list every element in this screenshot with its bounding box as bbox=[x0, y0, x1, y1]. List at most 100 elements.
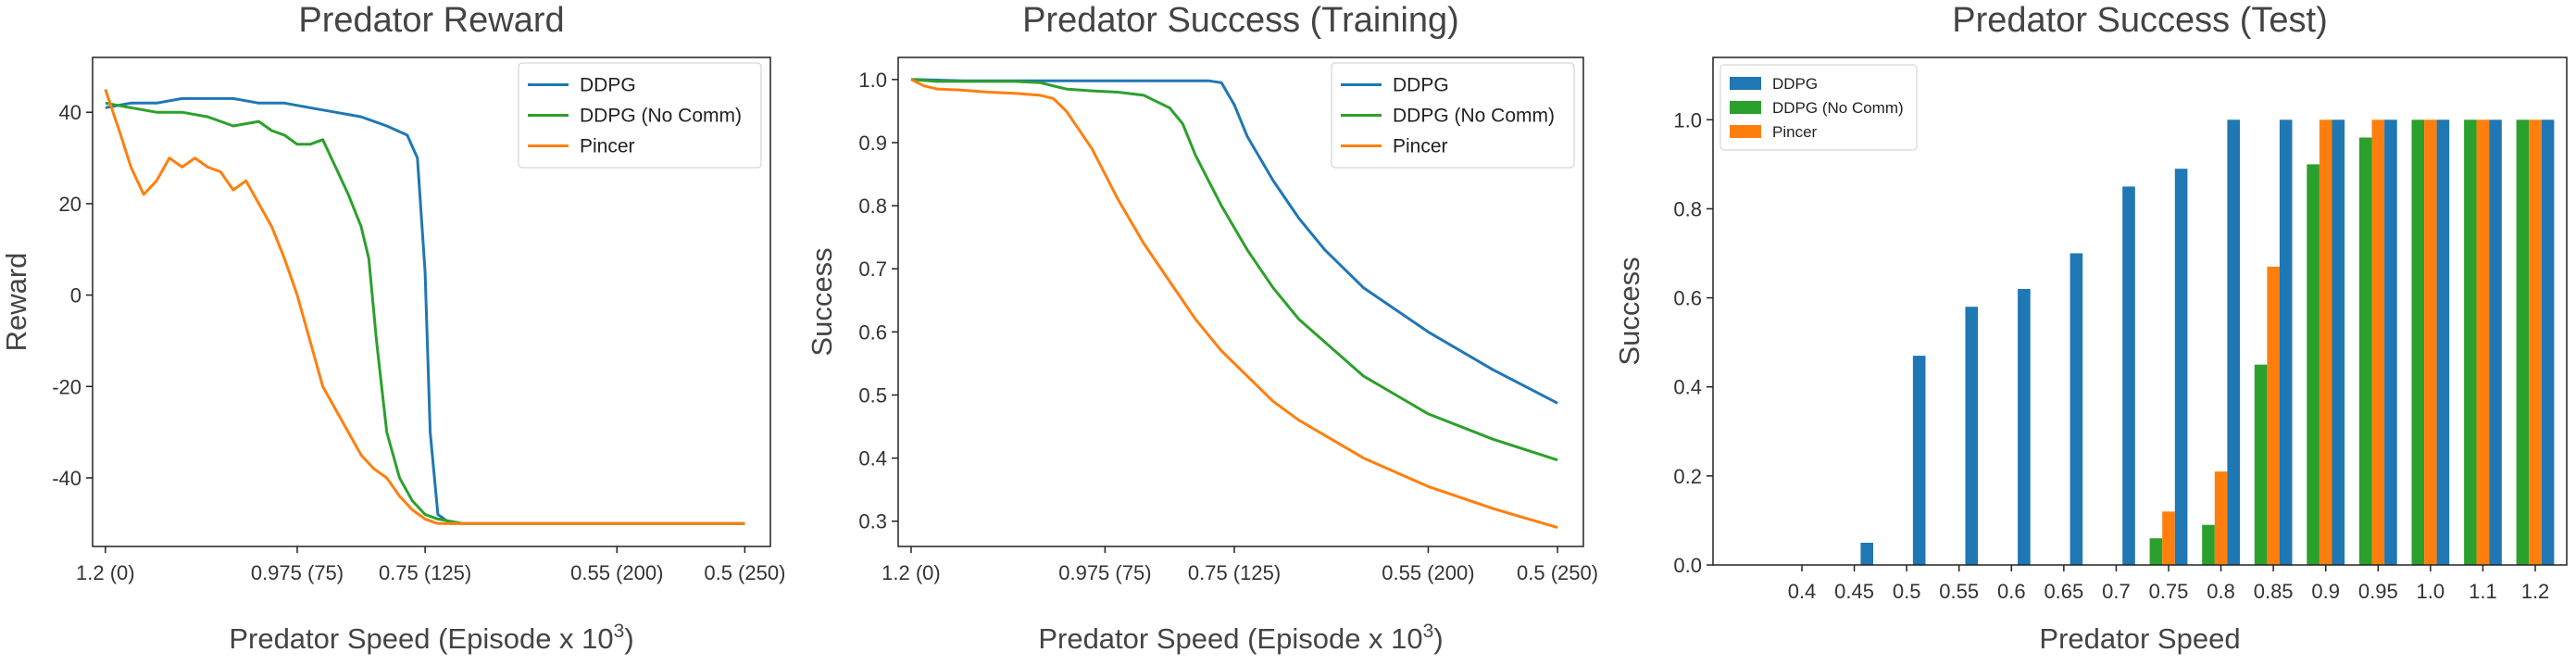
series-group bbox=[910, 78, 1558, 530]
series-line-ddpg-no-comm- bbox=[105, 101, 745, 525]
y-tick-label: 20 bbox=[59, 193, 81, 216]
series-group bbox=[104, 89, 745, 525]
legend-label: Pincer bbox=[580, 136, 635, 157]
bar-ddpg-0_65 bbox=[2070, 253, 2083, 565]
x-tick-label: 0.6 bbox=[1997, 580, 2026, 603]
y-tick-label: 0.7 bbox=[858, 257, 887, 281]
x-tick-label: 0.55 (200) bbox=[570, 561, 663, 584]
line-chart-1: Predator Reward 40 20 0 -20 -40 1.2 (0) 0.975 (… bbox=[0, 1, 785, 655]
y-axis-label: Success bbox=[806, 247, 838, 356]
plot-frame bbox=[897, 56, 1584, 547]
y-tick-label: 0.4 bbox=[858, 447, 887, 471]
bar-ddpg-0_55 bbox=[1965, 307, 1979, 565]
x-tick-label: 1.1 bbox=[2469, 580, 2497, 603]
chart-title: Predator Success (Test) bbox=[1952, 1, 2327, 40]
bar-ddpg-no-comm--1_0 bbox=[2411, 119, 2425, 566]
bar-ddpg-0_85 bbox=[2279, 119, 2293, 566]
plot-frame bbox=[92, 56, 771, 547]
y-tick-label: 0.4 bbox=[1673, 376, 1702, 399]
y-tick-label: 0 bbox=[70, 284, 81, 307]
legend-label: DDPG (No Comm) bbox=[1772, 99, 1904, 117]
bar-ddpg-0_95 bbox=[2384, 119, 2397, 566]
y-tick-label: 1.0 bbox=[858, 69, 887, 92]
x-axis-label: Predator Speed bbox=[2039, 622, 2240, 655]
x-tick-label: 0.5 (250) bbox=[1517, 561, 1598, 584]
bar-ddpg-no-comm--0_85 bbox=[2254, 364, 2268, 565]
bar-ddpg-1_1 bbox=[2489, 119, 2502, 566]
bar-ddpg-0_7 bbox=[2122, 186, 2135, 565]
x-tick-label: 0.7 bbox=[2102, 580, 2131, 603]
bar-pincer-0_9 bbox=[2319, 119, 2332, 566]
x-tick-label: 0.4 bbox=[1788, 580, 1817, 603]
y-axis-label: Reward bbox=[0, 253, 32, 352]
chart-title: Predator Reward bbox=[298, 1, 564, 40]
bar-ddpg-1_2 bbox=[2541, 119, 2555, 566]
x-tick-label: 0.75 (125) bbox=[379, 561, 471, 584]
bar-ddpg-0_75 bbox=[2174, 169, 2188, 565]
x-axis-label: Predator Speed (Episode x 103) bbox=[1038, 621, 1443, 655]
y-tick-label: 40 bbox=[59, 101, 81, 124]
y-tick-label: -40 bbox=[52, 467, 81, 490]
x-tick-label: 0.75 bbox=[2149, 580, 2189, 603]
bar-pincer-1_2 bbox=[2529, 119, 2542, 566]
y-tick-label: 0.9 bbox=[858, 132, 887, 155]
plot-frame bbox=[1712, 56, 2568, 566]
bar-ddpg-0_45 bbox=[1860, 543, 1873, 565]
bars-group bbox=[1860, 119, 2555, 566]
series-line-ddpg-no-comm- bbox=[910, 78, 1558, 462]
bar-pincer-1_0 bbox=[2424, 119, 2437, 566]
legend-label: DDPG (No Comm) bbox=[1393, 106, 1555, 127]
bar-ddpg-0_8 bbox=[2227, 119, 2240, 566]
y-tick-label: 0.0 bbox=[1673, 554, 1702, 577]
legend-label: DDPG bbox=[1393, 75, 1449, 96]
bar-ddpg-no-comm--0_8 bbox=[2202, 524, 2215, 565]
legend-label: DDPG bbox=[1772, 75, 1818, 93]
x-tick-label: 0.975 (75) bbox=[1058, 561, 1151, 584]
bar-pincer-0_85 bbox=[2267, 266, 2280, 565]
legend-label: Pincer bbox=[1772, 123, 1818, 141]
y-tick-label: 0.8 bbox=[1673, 197, 1702, 220]
x-axis-label: Predator Speed (Episode x 103) bbox=[229, 621, 633, 655]
chart-title: Predator Success (Training) bbox=[1022, 1, 1459, 40]
legend-label: DDPG (No Comm) bbox=[580, 106, 742, 127]
x-tick-label: 1.0 bbox=[2417, 580, 2445, 603]
bar-pincer-0_95 bbox=[2371, 119, 2385, 566]
bar-ddpg-no-comm--0_95 bbox=[2358, 137, 2372, 565]
y-tick-label: 1.0 bbox=[1673, 108, 1702, 132]
bar-ddpg-no-comm--1_1 bbox=[2464, 119, 2477, 566]
x-tick-label: 0.9 bbox=[2311, 580, 2340, 603]
bar-ddpg-no-comm--0_75 bbox=[2149, 538, 2163, 565]
y-tick-label: -20 bbox=[52, 375, 81, 398]
x-tick-label: 0.65 bbox=[2044, 580, 2083, 603]
legend-box bbox=[1331, 62, 1575, 169]
x-tick-label: 0.975 (75) bbox=[251, 561, 344, 584]
legend-swatch bbox=[1730, 77, 1761, 90]
bar-ddpg-0_5 bbox=[1912, 356, 1926, 565]
bar-pincer-0_75 bbox=[2162, 511, 2175, 565]
x-tick-label: 1.2 (0) bbox=[882, 561, 941, 584]
y-tick-label: 0.2 bbox=[1673, 465, 1702, 488]
y-tick-label: 0.5 bbox=[858, 383, 887, 407]
bar-ddpg-0_9 bbox=[2332, 119, 2345, 566]
bar-ddpg-no-comm--1_2 bbox=[2516, 119, 2530, 566]
series-line-pincer bbox=[104, 89, 745, 525]
x-tick-label: 0.55 bbox=[1939, 580, 1979, 603]
y-tick-label: 0.3 bbox=[858, 510, 887, 533]
y-tick-label: 0.8 bbox=[858, 194, 887, 218]
y-tick-label: 0.6 bbox=[1673, 287, 1702, 310]
bar-ddpg-0_6 bbox=[2018, 289, 2031, 565]
legend-label: Pincer bbox=[1393, 136, 1448, 157]
x-tick-label: 1.2 (0) bbox=[76, 561, 135, 584]
legend-label: DDPG bbox=[580, 75, 636, 96]
legend-swatch bbox=[1730, 101, 1761, 114]
bar-chart: Predator Success (Test) 0.0 0.2 0.4 0.6 0.8 1.… bbox=[1613, 1, 2568, 655]
bar-pincer-0_8 bbox=[2214, 471, 2228, 565]
x-tick-label: 0.75 (125) bbox=[1188, 561, 1281, 584]
x-tick-label: 0.8 bbox=[2207, 580, 2235, 603]
bar-ddpg-1_0 bbox=[2436, 119, 2450, 566]
x-tick-label: 0.5 bbox=[1893, 580, 1921, 603]
bar-ddpg-no-comm--0_9 bbox=[2307, 164, 2320, 565]
bar-pincer-1_1 bbox=[2476, 119, 2490, 566]
legend-swatch bbox=[1730, 125, 1761, 138]
